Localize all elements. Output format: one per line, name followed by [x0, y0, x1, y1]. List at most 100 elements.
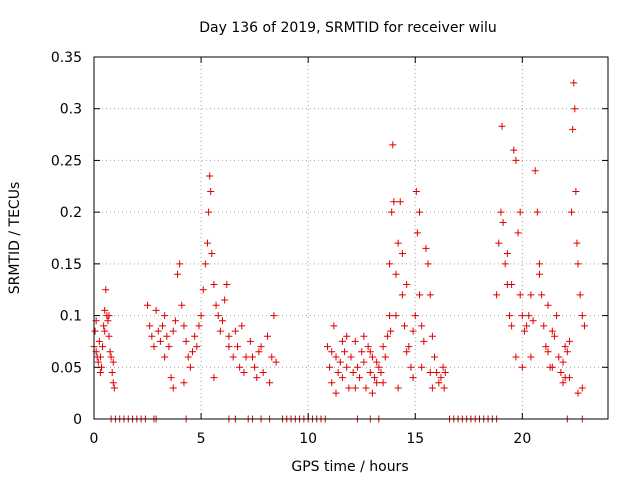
axis-ticks: 0 0.05 0.1 0.15 0.2 0.25 0.3 0.35 0 5 10 15 20	[51, 50, 608, 447]
data-point	[529, 317, 537, 325]
data-point	[110, 384, 118, 392]
data-point	[416, 208, 424, 216]
data-point	[388, 208, 396, 216]
data-point	[178, 301, 186, 309]
data-point	[428, 384, 436, 392]
data-point	[498, 122, 506, 130]
data-point	[386, 312, 394, 320]
data-point	[525, 312, 533, 320]
data-point	[375, 363, 383, 371]
data-point	[233, 343, 241, 351]
data-point	[199, 286, 207, 294]
data-point	[563, 348, 571, 356]
data-point	[236, 363, 244, 371]
data-point	[180, 379, 188, 387]
data-point	[533, 208, 541, 216]
data-point	[497, 208, 505, 216]
data-point	[493, 291, 501, 299]
data-point	[389, 141, 397, 149]
data-point	[510, 146, 518, 154]
data-point	[366, 368, 374, 376]
data-point	[411, 312, 419, 320]
data-point	[499, 218, 507, 226]
data-point	[358, 348, 366, 356]
data-point	[195, 322, 203, 330]
data-point	[225, 343, 233, 351]
data-point	[516, 291, 524, 299]
data-point	[169, 384, 177, 392]
data-point	[229, 353, 237, 361]
data-point	[495, 239, 503, 247]
data-point	[559, 358, 567, 366]
data-point	[535, 270, 543, 278]
data-point	[544, 301, 552, 309]
data-point	[356, 374, 364, 382]
data-point	[353, 363, 361, 371]
y-tick-label: 0	[73, 412, 82, 428]
data-point	[514, 229, 522, 237]
data-point	[219, 317, 226, 325]
data-point	[216, 327, 224, 335]
data-point	[248, 353, 256, 361]
data-point	[186, 363, 194, 371]
data-point	[176, 260, 184, 268]
data-point	[360, 358, 368, 366]
data-point	[520, 327, 528, 335]
data-point	[154, 327, 162, 335]
data-point	[396, 198, 404, 206]
data-point	[349, 368, 357, 376]
data-point	[548, 327, 556, 335]
data-point	[535, 260, 543, 268]
data-point	[561, 343, 569, 351]
y-tick-label: 0.15	[51, 257, 82, 273]
data-point	[161, 353, 169, 361]
data-point	[398, 250, 406, 258]
data-point	[106, 348, 114, 356]
data-point	[91, 327, 99, 335]
data-point	[440, 384, 448, 392]
data-point	[392, 312, 400, 320]
grid-lines	[94, 57, 608, 419]
data-point	[268, 353, 276, 361]
data-point	[550, 332, 558, 340]
data-point	[405, 343, 413, 351]
data-point	[171, 317, 179, 325]
data-point	[580, 322, 588, 330]
data-point	[379, 343, 387, 351]
data-point	[398, 291, 406, 299]
data-point	[568, 208, 576, 216]
data-point	[360, 332, 368, 340]
data-point	[191, 332, 199, 340]
x-tick-label: 20	[513, 431, 531, 447]
data-point	[338, 374, 346, 382]
data-point	[573, 239, 581, 247]
data-point	[263, 332, 271, 340]
data-point	[328, 379, 336, 387]
data-point	[416, 291, 424, 299]
data-point	[377, 368, 385, 376]
data-point	[403, 281, 411, 289]
data-point	[527, 353, 535, 361]
data-point	[338, 337, 346, 345]
data-point	[557, 368, 565, 376]
data-point	[441, 368, 449, 376]
data-point	[422, 244, 430, 252]
x-tick-label: 15	[406, 431, 424, 447]
data-point	[251, 363, 259, 371]
data-point	[347, 353, 355, 361]
data-point	[180, 322, 188, 330]
data-point	[242, 353, 250, 361]
data-point	[437, 374, 445, 382]
data-point	[412, 187, 420, 195]
data-point	[246, 337, 254, 345]
data-point	[182, 337, 190, 345]
data-point	[505, 312, 513, 320]
data-point	[343, 363, 351, 371]
y-tick-label: 0.2	[60, 205, 82, 221]
data-point	[238, 322, 246, 330]
data-point	[207, 187, 215, 195]
data-point	[204, 239, 212, 247]
y-tick-label: 0.35	[51, 50, 82, 66]
data-point	[109, 358, 117, 366]
data-point	[508, 281, 516, 289]
